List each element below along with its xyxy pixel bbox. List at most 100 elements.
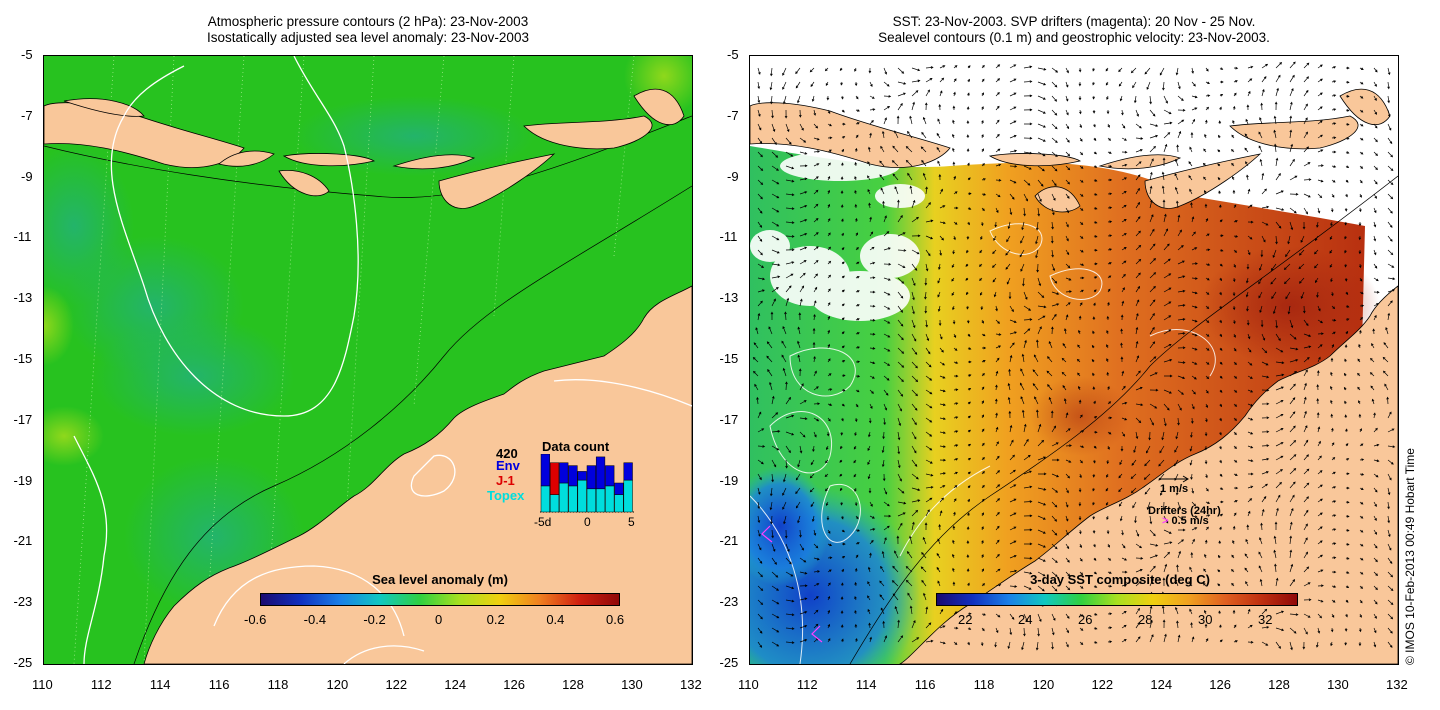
velocity-arrow <box>1037 613 1042 623</box>
velocity-arrow <box>1358 221 1362 227</box>
velocity-arrow <box>869 246 875 251</box>
velocity-arrow <box>1273 143 1277 153</box>
velocity-arrow <box>1247 445 1254 449</box>
velocity-arrow <box>1149 109 1156 117</box>
velocity-arrow <box>1092 81 1095 86</box>
velocity-arrow <box>869 108 876 111</box>
velocity-arrow <box>924 277 928 286</box>
velocity-arrow <box>1289 143 1294 153</box>
velocity-arrow <box>1219 263 1223 267</box>
sea-level-anomaly-field <box>44 56 692 664</box>
velocity-arrow <box>1273 549 1277 559</box>
velocity-arrow <box>1205 333 1210 337</box>
velocity-arrow <box>1218 204 1222 209</box>
velocity-arrow <box>1258 291 1263 299</box>
velocity-arrow <box>1077 372 1081 377</box>
velocity-arrow <box>1107 626 1113 630</box>
velocity-arrow <box>1009 106 1017 111</box>
velocity-arrow <box>827 638 831 643</box>
velocity-arrow <box>1079 613 1084 617</box>
velocity-arrow <box>1359 428 1362 433</box>
velocity-arrow <box>1121 370 1125 377</box>
velocity-arrow <box>1275 361 1285 365</box>
velocity-arrow <box>869 318 876 322</box>
velocity-arrow <box>925 361 932 368</box>
velocity-arrow <box>920 146 927 153</box>
velocity-arrow <box>925 333 930 342</box>
velocity-arrow <box>1009 454 1015 461</box>
velocity-arrow <box>881 445 885 454</box>
velocity-arrow <box>1316 291 1319 298</box>
velocity-arrow <box>1149 199 1153 209</box>
velocity-arrow <box>1188 581 1193 587</box>
velocity-arrow <box>925 375 933 381</box>
velocity-arrow <box>1177 108 1186 112</box>
velocity-arrow <box>1359 501 1364 505</box>
velocity-arrow <box>981 414 985 419</box>
velocity-arrow <box>953 65 958 69</box>
velocity-arrow <box>1359 443 1364 447</box>
sea-level-colorbar-label: Sea level anomaly (m) <box>372 572 508 587</box>
velocity-arrow <box>855 122 860 125</box>
lon-tick-label: 130 <box>1327 677 1349 692</box>
velocity-arrow <box>1330 641 1333 647</box>
velocity-arrow <box>1317 164 1324 168</box>
velocity-arrow <box>909 115 913 125</box>
velocity-arrow <box>1106 371 1110 377</box>
velocity-arrow <box>939 417 946 421</box>
legend-env: Env <box>496 458 520 473</box>
lon-tick-label: 116 <box>208 677 230 692</box>
velocity-arrow <box>924 305 928 314</box>
velocity-arrow <box>1275 469 1283 475</box>
velocity-arrow <box>813 355 816 363</box>
velocity-arrow <box>1163 213 1167 223</box>
velocity-arrow <box>1205 526 1209 531</box>
velocity-arrow <box>1385 326 1389 335</box>
velocity-arrow <box>981 583 986 587</box>
velocity-arrow <box>911 487 921 491</box>
velocity-arrow <box>1037 529 1046 534</box>
velocity-arrow <box>1190 622 1193 629</box>
velocity-arrow <box>1177 389 1184 395</box>
velocity-arrow <box>1149 134 1159 139</box>
velocity-arrow <box>1065 501 1069 508</box>
velocity-arrow <box>1163 329 1172 335</box>
velocity-arrow <box>785 557 792 565</box>
velocity-arrow <box>1051 487 1059 493</box>
velocity-arrow <box>995 484 1001 489</box>
velocity-arrow <box>883 333 891 338</box>
velocity-arrow <box>883 514 892 518</box>
histogram-bar-topex <box>540 485 550 513</box>
velocity-arrow <box>1359 599 1363 604</box>
velocity-arrow <box>967 512 970 517</box>
velocity-arrow <box>810 81 815 88</box>
velocity-arrow <box>813 189 819 195</box>
lat-tick-label: -17 <box>719 411 739 427</box>
velocity-arrow <box>896 115 900 125</box>
velocity-arrow <box>1373 179 1378 185</box>
velocity-arrow <box>868 622 871 629</box>
velocity-arrow <box>840 204 844 209</box>
velocity-arrow <box>1373 641 1377 648</box>
velocity-arrow <box>769 501 773 511</box>
velocity-arrow <box>1373 290 1380 294</box>
velocity-arrow <box>827 274 832 279</box>
velocity-arrow <box>1177 332 1186 335</box>
velocity-arrow <box>1246 174 1249 181</box>
velocity-arrow <box>967 333 971 337</box>
lon-tick-label: 130 <box>621 677 643 692</box>
velocity-arrow <box>855 529 861 532</box>
velocity-arrow <box>1344 358 1347 363</box>
velocity-arrow <box>923 592 927 601</box>
velocity-arrow <box>1190 473 1193 480</box>
velocity-arrow <box>1062 343 1067 349</box>
velocity-arrow <box>1219 487 1224 490</box>
velocity-arrow <box>1345 613 1348 618</box>
velocity-arrow <box>785 297 790 307</box>
velocity-arrow <box>1177 229 1182 237</box>
velocity-arrow <box>1037 109 1046 114</box>
right-title-line2: Sealevel contours (0.1 m) and geostrophi… <box>878 30 1270 45</box>
velocity-arrow <box>867 445 871 452</box>
velocity-arrow <box>1303 627 1308 635</box>
velocity-arrow <box>1177 303 1186 307</box>
